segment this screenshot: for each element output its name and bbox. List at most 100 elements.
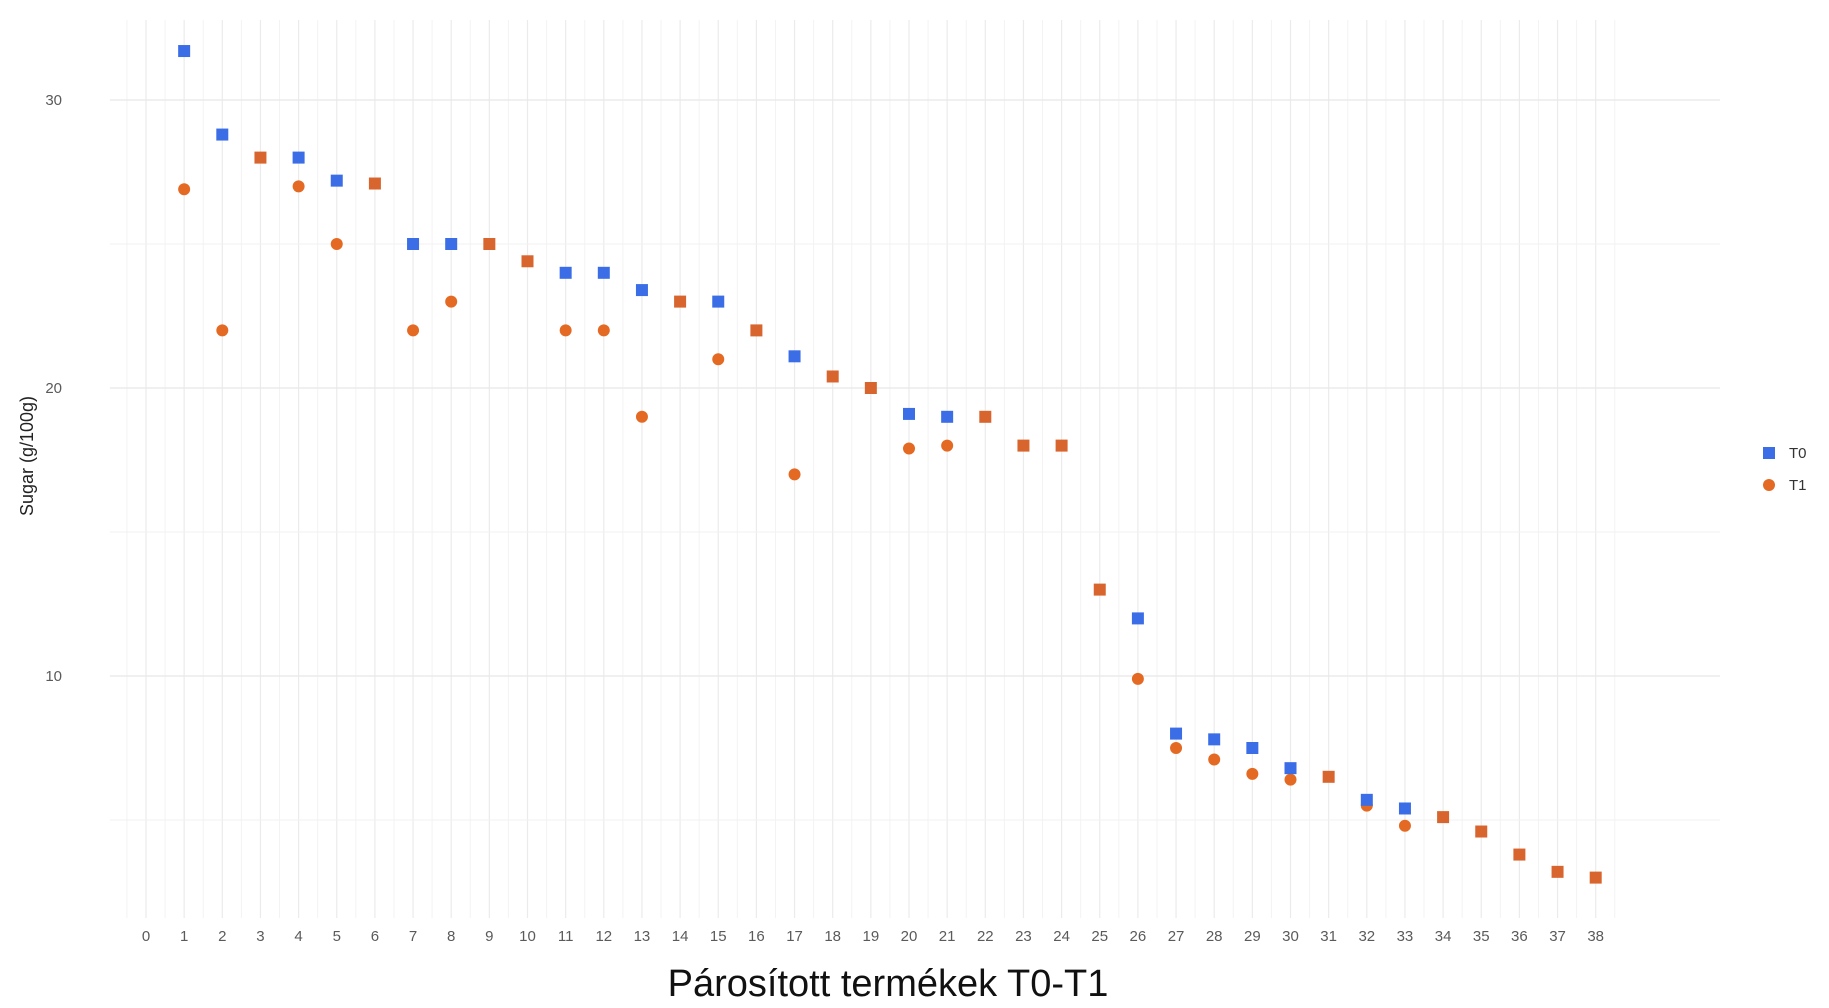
point-t0 (559, 266, 572, 279)
x-tick-label: 9 (485, 928, 493, 945)
legend-marker-t0 (1763, 447, 1775, 459)
x-tick-label: 10 (519, 928, 536, 945)
point-t0 (1322, 770, 1335, 783)
point-t0 (292, 151, 305, 164)
point-t0 (445, 238, 458, 250)
x-tick-label: 36 (1511, 928, 1528, 945)
x-tick-label: 7 (409, 928, 417, 945)
x-tick-label: 26 (1130, 928, 1147, 945)
legend-marker-t1 (1763, 479, 1775, 491)
x-tick-label: 1 (180, 928, 188, 945)
point-t1 (941, 439, 954, 452)
point-t0 (1360, 793, 1373, 806)
point-t0 (1208, 733, 1221, 746)
point-t0 (216, 128, 229, 141)
x-tick-label: 0 (142, 928, 150, 945)
y-axis-label: Sugar (g/100g) (17, 396, 37, 516)
legend-label-t0: T0 (1789, 445, 1807, 462)
point-t0 (903, 407, 915, 420)
x-tick-label: 14 (672, 928, 689, 945)
legend-label-t1: T1 (1789, 477, 1807, 494)
point-t0 (1437, 811, 1450, 824)
x-tick-label: 13 (634, 928, 651, 945)
point-t0 (368, 177, 381, 190)
x-tick-label: 12 (595, 928, 612, 945)
x-tick-label: 32 (1358, 928, 1375, 945)
point-t0 (1017, 439, 1030, 452)
x-tick-label: 28 (1206, 928, 1223, 945)
point-t1 (407, 324, 420, 337)
legend: T0 T1 (1763, 445, 1807, 494)
x-tick-label: 29 (1244, 928, 1261, 945)
x-tick-label: 21 (939, 928, 956, 945)
point-t0 (597, 266, 610, 279)
y-tick-label: 20 (45, 380, 62, 397)
point-t1 (1398, 819, 1411, 832)
point-t0 (1093, 583, 1106, 596)
point-t1 (445, 295, 458, 308)
point-t0 (788, 350, 801, 363)
point-t0 (941, 410, 954, 423)
point-t1 (292, 180, 305, 193)
x-tick-label: 25 (1091, 928, 1108, 945)
point-t0 (1246, 742, 1259, 754)
point-t0 (1170, 727, 1183, 740)
point-t0 (483, 238, 496, 250)
point-t1 (1131, 672, 1144, 685)
point-t0 (178, 45, 191, 58)
point-t0 (1589, 871, 1602, 884)
point-t0 (254, 151, 267, 164)
point-t0 (1055, 439, 1068, 452)
x-tick-label: 30 (1282, 928, 1299, 945)
x-tick-label: 24 (1053, 928, 1070, 945)
point-t1 (903, 442, 915, 455)
point-t0 (1475, 825, 1488, 838)
point-t1 (330, 238, 343, 250)
x-axis-label: Párosított termékek T0-T1 (668, 963, 1109, 1005)
gridlines (110, 20, 1720, 918)
point-t1 (559, 324, 572, 337)
x-tick-label: 31 (1320, 928, 1337, 945)
y-axis-ticks: 10 20 30 (45, 92, 62, 685)
x-tick-label: 23 (1015, 928, 1032, 945)
x-tick-label: 33 (1397, 928, 1414, 945)
point-t1 (1284, 773, 1297, 786)
point-t1 (1208, 753, 1221, 766)
x-tick-label: 17 (786, 928, 803, 945)
point-t0 (1551, 865, 1564, 878)
x-tick-label: 35 (1473, 928, 1490, 945)
x-tick-label: 37 (1549, 928, 1566, 945)
point-t0 (712, 295, 725, 308)
x-tick-label: 2 (218, 928, 226, 945)
point-t0 (750, 324, 763, 337)
y-tick-label: 10 (45, 668, 62, 685)
point-t0 (1131, 612, 1144, 625)
x-tick-label: 20 (901, 928, 918, 945)
x-tick-label: 4 (294, 928, 302, 945)
x-tick-label: 19 (863, 928, 880, 945)
point-t1 (178, 183, 191, 196)
point-t0 (674, 295, 687, 308)
point-t0 (635, 284, 648, 297)
y-tick-label: 30 (45, 92, 62, 109)
x-tick-label: 22 (977, 928, 994, 945)
point-t0 (979, 410, 992, 423)
x-tick-label: 6 (371, 928, 379, 945)
x-tick-label: 38 (1587, 928, 1604, 945)
point-t1 (788, 468, 801, 481)
x-axis-ticks: 0 1 2 3 4 5 6 7 8 9 10 11 12 13 14 15 16 17 18 19 20 21 22 23 24… (142, 928, 1604, 945)
point-t0 (826, 370, 839, 383)
data-points (178, 45, 1602, 884)
point-t0 (1398, 802, 1411, 815)
x-tick-label: 34 (1435, 928, 1452, 945)
point-t1 (712, 353, 725, 366)
x-tick-label: 8 (447, 928, 455, 945)
point-t0 (330, 174, 343, 187)
point-t1 (216, 324, 229, 337)
x-tick-label: 27 (1168, 928, 1185, 945)
x-tick-label: 11 (558, 928, 574, 945)
point-t0 (521, 255, 534, 268)
point-t1 (1246, 767, 1259, 780)
x-tick-label: 16 (748, 928, 765, 945)
point-t1 (597, 324, 610, 337)
